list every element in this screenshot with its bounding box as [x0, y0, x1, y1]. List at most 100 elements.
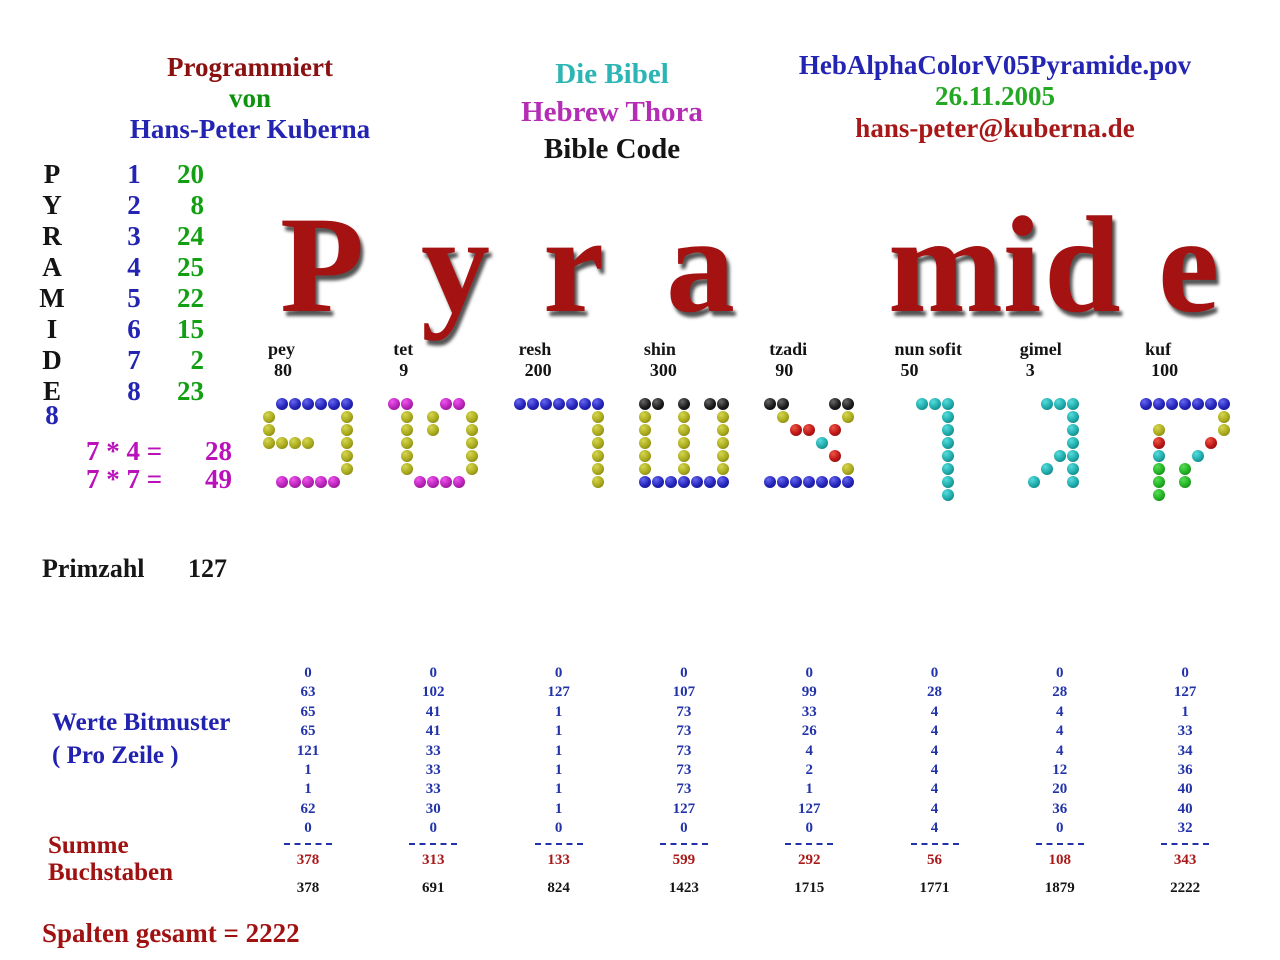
letter-ball: [677, 411, 690, 423]
letter-ball: [440, 398, 453, 410]
bit-pattern-value: 0: [805, 820, 813, 836]
letter-ball: [1218, 411, 1231, 423]
letter-ball: [539, 398, 552, 410]
bit-pattern-value: 65: [300, 704, 316, 720]
letter-ball: [829, 450, 842, 462]
running-total: 691: [422, 880, 445, 896]
credit-line-2: von: [228, 82, 272, 113]
letter-ball: [651, 476, 664, 488]
letter-ball: [1218, 398, 1231, 410]
title-bible-code: Bible Code: [543, 133, 681, 166]
letter-ball: [1153, 463, 1166, 475]
sum-divider: [785, 843, 834, 845]
letter-ball: [1066, 463, 1079, 475]
letter-ball: [1066, 411, 1079, 423]
bit-pattern-value: 4: [930, 801, 939, 817]
letter-ball: [552, 398, 565, 410]
running-total: 2222: [1170, 880, 1201, 896]
bit-pattern-value: 4: [1056, 704, 1064, 720]
bit-pattern-value: 1: [554, 781, 563, 797]
file-info-block: HebAlphaColorV05Pyramide.pov 26.11.2005 …: [765, 50, 1225, 144]
letter-ball: [591, 450, 604, 462]
letter-ball: [915, 398, 928, 410]
letter-ball: [716, 411, 729, 423]
pyramide-row-letter: E: [42, 376, 61, 406]
pyramide-row-index: 1: [127, 159, 141, 189]
column-sum: 133: [547, 852, 570, 868]
bit-pattern-value: 33: [425, 743, 441, 759]
bit-pattern-value: 127: [547, 684, 570, 700]
letter-ball: [263, 437, 275, 449]
bit-pattern-value: 73: [676, 723, 692, 739]
letter-ball: [790, 476, 803, 488]
letter-ball: [591, 398, 604, 410]
letter-ball: [427, 411, 440, 423]
bit-pattern-value: 1: [805, 781, 813, 797]
title-hebrew-thora: Hebrew Thora: [521, 95, 703, 128]
pyramide-row-letter: I: [46, 314, 58, 344]
letter-gematria-value: 100: [1151, 360, 1179, 380]
bit-pattern-value: 4: [930, 781, 939, 797]
bit-pattern-value: 63: [300, 684, 316, 700]
letter-ball: [1066, 398, 1079, 410]
sum-divider: [284, 843, 332, 845]
letter-ball: [1066, 450, 1079, 462]
pyramide-row-value: 22: [177, 283, 204, 313]
bit-pattern-value: 41: [425, 723, 441, 739]
bit-pattern-value: 4: [930, 820, 939, 836]
letter-ball: [341, 411, 353, 423]
bit-pattern-value: 41: [425, 704, 441, 720]
letter-ball: [638, 411, 651, 423]
running-total: 1715: [794, 880, 825, 896]
letter-ball: [440, 476, 453, 488]
letter-gematria-value: 80: [274, 360, 292, 380]
letter-ball: [328, 398, 340, 410]
letter-name-label: pey: [268, 339, 295, 359]
pyramide-row-value: 24: [177, 221, 204, 251]
letter-ball: [842, 476, 855, 488]
letter-ball: [1040, 398, 1053, 410]
bit-pattern-value: 36: [1052, 801, 1068, 817]
letter-ball: [341, 437, 353, 449]
formula-expression: 7 * 7 =: [86, 464, 163, 494]
pyramide-row-letter: D: [42, 345, 62, 375]
letter-ball: [427, 424, 440, 436]
letter-ball: [591, 411, 604, 423]
column-sum: 313: [422, 852, 445, 868]
bible-title-block: Die Bibel Hebrew Thora Bible Code: [462, 56, 762, 169]
letter-ball: [764, 398, 777, 410]
credit-block: Programmiert von Hans-Peter Kuberna: [70, 52, 430, 144]
letter-ball: [716, 450, 729, 462]
bit-pattern-value: 4: [930, 743, 939, 759]
letter-ball: [1179, 463, 1192, 475]
formula-result: 28: [205, 436, 232, 466]
letter-ball: [289, 398, 301, 410]
bit-pattern-value: 107: [672, 684, 696, 700]
bit-pattern-value: 4: [1056, 743, 1064, 759]
big-title-letter: d: [1044, 188, 1121, 341]
bit-pattern-value: 1: [1181, 704, 1189, 720]
pyramide-row-value: 8: [190, 190, 205, 220]
bit-pattern-value: 102: [422, 684, 445, 700]
bit-pattern-value: 1: [554, 723, 563, 739]
bit-pattern-value: 65: [300, 723, 316, 739]
letter-ball: [276, 476, 288, 488]
letter-ball: [703, 476, 716, 488]
bit-pattern-value: 73: [676, 704, 692, 720]
letter-ball: [591, 437, 604, 449]
letter-ball: [289, 476, 301, 488]
letter-ball: [764, 476, 777, 488]
letter-ball: [289, 437, 301, 449]
letter-ball: [941, 424, 954, 436]
bit-pattern-value: 1: [304, 762, 312, 778]
letter-ball: [466, 463, 479, 475]
column-sum: 292: [797, 852, 821, 868]
letter-ball: [328, 476, 340, 488]
letter-ball: [401, 398, 414, 410]
primzahl-value: 127: [188, 554, 227, 583]
letter-ball: [388, 398, 401, 410]
letter-ball: [466, 437, 479, 449]
pyramide-row-index: 2: [127, 190, 141, 220]
letter-ball: [941, 437, 954, 449]
